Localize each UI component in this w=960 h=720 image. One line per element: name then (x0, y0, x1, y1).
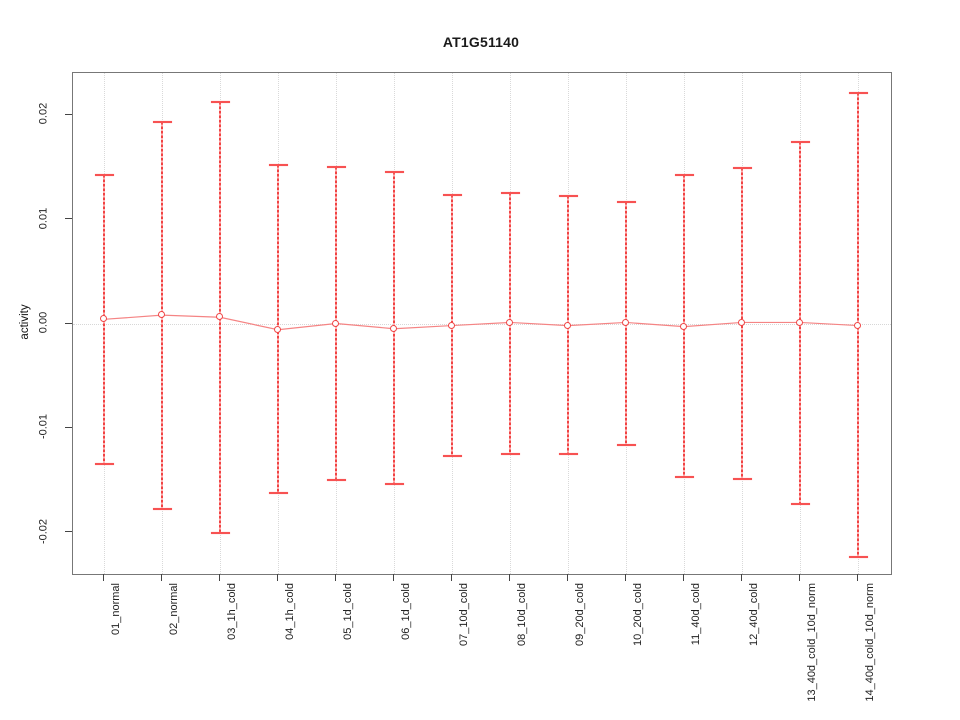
data-point-marker (506, 318, 514, 326)
error-bar-cap-bottom (326, 479, 346, 482)
x-tick (857, 574, 858, 581)
y-tick (65, 322, 72, 324)
error-bar-cap-bottom (848, 556, 868, 559)
error-bar-cap-top (674, 174, 694, 177)
error-bar-cap-bottom (152, 508, 172, 511)
error-bar-cap-top (500, 192, 520, 195)
data-point-marker (564, 321, 572, 329)
error-bar-cap-top (152, 121, 172, 124)
x-tick-label: 05_1d_cold (342, 583, 354, 640)
y-tick-label: -0.01 (37, 414, 50, 440)
x-tick (451, 574, 452, 581)
error-bar-cap-top (326, 165, 346, 168)
x-tick-label: 07_10d_cold (458, 583, 470, 647)
y-tick (65, 531, 72, 533)
x-tick-label: 11_40d_cold (690, 583, 702, 646)
x-tick-label: 04_1h_cold (284, 583, 296, 640)
x-tick-label: 14_40d_cold_10d_norm (864, 583, 876, 702)
x-tick-label: 08_10d_cold (516, 583, 528, 647)
x-tick (567, 574, 568, 581)
x-tick-label: 13_40d_cold_10d_norm (806, 583, 818, 702)
chart-title: AT1G51140 (442, 34, 520, 50)
x-tick (625, 574, 626, 581)
error-bar-cap-bottom (558, 452, 578, 455)
error-bar-cap-top (94, 174, 114, 177)
x-tick (161, 574, 162, 581)
x-tick (799, 574, 800, 581)
data-point-marker (274, 325, 282, 333)
y-tick-label: -0.02 (37, 518, 50, 544)
y-axis-title: activity (19, 304, 31, 340)
x-tick (219, 574, 220, 581)
error-bar-cap-bottom (732, 478, 752, 481)
x-tick-label: 01_normal (110, 583, 122, 635)
error-bar-cap-top (442, 194, 462, 197)
data-point-marker (622, 318, 630, 326)
x-tick (103, 574, 104, 581)
series-polyline (103, 314, 859, 331)
data-point-marker (448, 321, 456, 329)
data-point-marker (216, 313, 224, 321)
error-bar-cap-bottom (384, 483, 404, 486)
x-tick-label: 09_20d_cold (574, 583, 586, 647)
data-point-marker (100, 315, 108, 323)
error-bar-cap-top (210, 101, 230, 104)
error-bar-cap-top (384, 171, 404, 174)
x-tick (277, 574, 278, 581)
error-bar-cap-bottom (442, 455, 462, 458)
data-point-marker (796, 318, 804, 326)
error-bar-cap-bottom (616, 443, 636, 446)
data-point-marker (680, 322, 688, 330)
error-bar-cap-bottom (674, 475, 694, 478)
x-tick-label: 02_normal (168, 583, 180, 635)
x-tick-label: 10_20d_cold (632, 583, 644, 647)
data-point-marker (854, 321, 862, 329)
x-tick (393, 574, 394, 581)
error-bar-cap-top (558, 195, 578, 198)
error-bar-cap-top (616, 201, 636, 204)
x-tick (741, 574, 742, 581)
series-connector-svg (103, 314, 859, 331)
x-tick-label: 06_1d_cold (400, 583, 412, 640)
error-bar-cap-bottom (500, 452, 520, 455)
data-point-marker (332, 319, 340, 327)
y-tick (65, 113, 72, 115)
y-tick-label: 0.00 (37, 311, 50, 334)
y-tick (65, 426, 72, 428)
x-tick-label: 03_1h_cold (226, 583, 238, 640)
x-tick (509, 574, 510, 581)
plot-area (72, 72, 892, 575)
x-tick-label: 12_40d_cold (748, 583, 760, 647)
error-bar-cap-top (732, 166, 752, 169)
y-tick-label: 0.01 (37, 207, 50, 229)
y-tick-label: 0.02 (37, 103, 50, 125)
error-bar-cap-top (790, 140, 810, 143)
error-bar-cap-bottom (268, 491, 288, 494)
error-bar-cap-top (268, 163, 288, 166)
y-tick (65, 218, 72, 220)
data-point-marker (390, 324, 398, 332)
data-point-marker (738, 318, 746, 326)
x-tick (683, 574, 684, 581)
error-bar-cap-bottom (790, 503, 810, 506)
data-point-marker (158, 311, 166, 319)
error-bar-cap-bottom (210, 532, 230, 535)
error-bar-cap-bottom (94, 463, 114, 466)
error-bar-cap-top (848, 91, 868, 94)
x-tick (335, 574, 336, 581)
